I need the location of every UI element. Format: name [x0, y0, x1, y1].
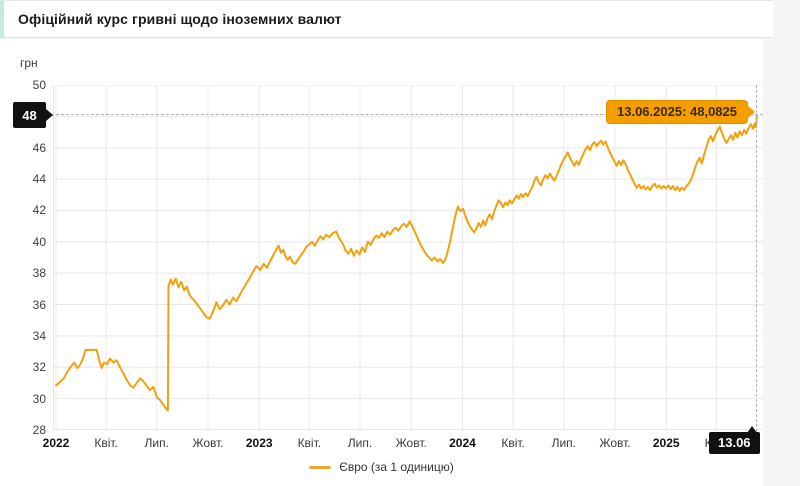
x-axis-tick-label: Жовт.: [395, 436, 427, 450]
y-axis-tick-label: 46: [32, 140, 46, 155]
x-axis-tick-label: 2024: [449, 436, 476, 450]
x-axis-tick-label: Лип.: [551, 436, 576, 450]
x-axis-tick-label: Жовт.: [599, 436, 631, 450]
tooltip: 13.06.2025: 48,0825: [606, 100, 755, 124]
crosshair-vertical-line: [756, 85, 757, 432]
y-axis-tick-label: 32: [32, 360, 46, 375]
x-axis-tick-label: Квіт.: [94, 436, 118, 450]
y-axis-tick-label: 34: [32, 328, 46, 343]
legend-line-swatch-icon: [309, 465, 332, 469]
y-axis-tick-label: 38: [32, 266, 46, 281]
tooltip-text: 13.06.2025: 48,0825: [617, 104, 737, 119]
crosshair-horizontal-line: [46, 114, 763, 116]
y-axis-unit-label: грн: [20, 56, 38, 70]
x-date-badge: 13.06: [709, 426, 760, 454]
title-bar: Офіційний курс гривні щодо іноземних вал…: [0, 0, 773, 38]
y-axis-tick-label: 50: [32, 78, 46, 92]
y-axis-tick-label: 36: [32, 297, 46, 312]
x-axis-tick-label: Жовт.: [192, 436, 224, 450]
y-axis-tick-label: 40: [32, 234, 46, 249]
legend-label: Євро (за 1 одиницю): [339, 460, 454, 474]
y-value-badge: 48: [13, 102, 53, 128]
x-axis-tick-label: Квіт.: [297, 436, 322, 450]
x-axis-tick-label: 2025: [652, 436, 680, 450]
x-axis-tick-label: 2022: [42, 436, 70, 450]
x-axis-tick-label: Лип.: [144, 436, 169, 450]
y-axis-tick-label: 30: [32, 391, 46, 406]
page-title: Офіційний курс гривні щодо іноземних вал…: [18, 11, 342, 27]
euro-rate-line[interactable]: [55, 114, 758, 412]
y-axis-tick-label: 28: [32, 423, 46, 437]
x-axis-tick-label: 2023: [245, 436, 273, 450]
x-axis-tick-label: Квіт.: [501, 436, 525, 450]
rate-line-chart[interactable]: [53, 85, 763, 430]
legend-item-euro[interactable]: Євро (за 1 одиницю): [0, 460, 763, 474]
x-axis-tick-label: Лип.: [347, 436, 373, 450]
y-axis-tick-label: 44: [32, 172, 46, 187]
y-axis-tick-label: 42: [32, 203, 46, 218]
